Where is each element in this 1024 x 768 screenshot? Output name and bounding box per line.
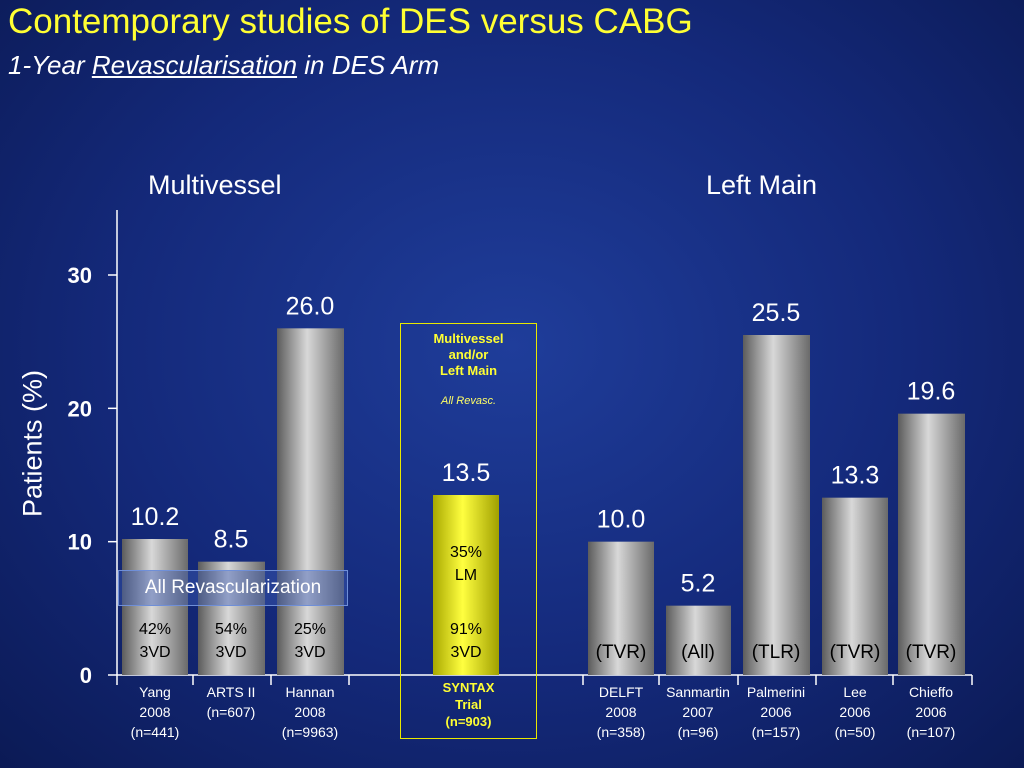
slide-title: Contemporary studies of DES versus CABG [8, 2, 693, 41]
syntax-footer-line: Trial [455, 697, 482, 712]
bar-inner-label: (TVR) [830, 642, 881, 663]
syntax-footer-line: (n=903) [445, 714, 492, 729]
bar-category-label: (n=96) [678, 724, 719, 740]
y-tick-label: 10 [68, 530, 92, 555]
bar-inner-label: 3VD [215, 644, 246, 661]
bar-inner-label: 54% [215, 621, 247, 638]
bar [122, 539, 188, 675]
bar-category-label: 2006 [839, 704, 870, 720]
bar-category-label: Lee [843, 684, 867, 700]
y-tick-label: 0 [80, 663, 92, 688]
syntax-header-line: Multivessel [433, 331, 504, 346]
bar-category-label: DELFT [599, 684, 644, 700]
bar-category-label: 2008 [605, 704, 636, 720]
bar [898, 413, 965, 675]
syntax-header-line: Left Main [439, 363, 498, 378]
syntax-header: Multivessel and/or Left Main [400, 331, 537, 379]
group-label-multivessel: Multivessel [148, 170, 282, 200]
slide-subtitle: 1-Year Revascularisation in DES Arm [8, 50, 439, 81]
all-revascularization-label: All Revascularization [118, 570, 348, 606]
bar-category-label: ARTS II [207, 684, 256, 700]
bar-category-label: Sanmartin [666, 684, 730, 700]
bar-inner-label: LM [455, 567, 477, 584]
bar-category-label: (n=157) [752, 724, 801, 740]
bar-category-label: (n=50) [835, 724, 876, 740]
bar-category-label: (n=107) [907, 724, 956, 740]
bar-value-label: 26.0 [286, 292, 335, 320]
bar [277, 328, 344, 675]
syntax-highlight-box [400, 323, 537, 739]
bar-value-label: 10.0 [597, 506, 646, 534]
bar-category-label: (n=358) [597, 724, 646, 740]
bar-inner-label: (TVR) [596, 642, 647, 663]
bar [198, 561, 265, 675]
syntax-footer-line: SYNTAX [442, 680, 495, 695]
bar-category-label: Chieffo [909, 684, 953, 700]
bar-category-label: 2006 [760, 704, 791, 720]
bar-inner-label: 3VD [139, 644, 170, 661]
bar-inner-label: 3VD [294, 644, 325, 661]
bar-value-label: 25.5 [752, 299, 801, 327]
bar-inner-label: (TLR) [752, 642, 801, 663]
bar [588, 541, 654, 675]
bar-category-label: 2008 [294, 704, 325, 720]
bar-category-label: (n=441) [131, 724, 180, 740]
bar-value-label: 8.5 [214, 526, 249, 554]
bar-inner-label: 25% [294, 621, 326, 638]
bar-inner-label: (TVR) [906, 642, 957, 663]
bar [666, 605, 731, 675]
group-label-left-main: Left Main [706, 170, 818, 200]
bar-category-label: Hannan [285, 684, 334, 700]
subtitle-underlined: Revascularisation [91, 50, 298, 80]
subtitle-prefix: 1-Year [8, 50, 92, 80]
bar-category-label: (n=9963) [282, 724, 338, 740]
bar-value-label: 10.2 [131, 503, 180, 531]
bar-value-label: 13.3 [831, 462, 880, 490]
bar-inner-label: (All) [681, 642, 715, 663]
subtitle-suffix: in DES Arm [297, 50, 440, 80]
bar-category-label: Yang [139, 684, 171, 700]
bar-category-label: (n=607) [207, 704, 256, 720]
bar-category-label: Palmerini [747, 684, 805, 700]
bar-category-label: 2007 [682, 704, 713, 720]
bar-value-label: 13.5 [442, 459, 491, 487]
bar [822, 497, 888, 675]
syntax-note: All Revasc. [440, 395, 497, 407]
bar [743, 335, 810, 675]
bar-value-label: 5.2 [681, 570, 716, 598]
bar-inner-label: 3VD [450, 644, 481, 661]
syntax-header-line: and/or [448, 347, 489, 362]
bar-value-label: 19.6 [907, 378, 956, 406]
syntax-footer: SYNTAX Trial (n=903) [400, 679, 537, 730]
bar [433, 495, 499, 675]
bar-inner-label: 91% [450, 621, 482, 638]
y-tick-label: 20 [68, 396, 92, 421]
bar-category-label: 2006 [915, 704, 946, 720]
bar-category-label: 2008 [139, 704, 170, 720]
bar-inner-label: 35% [450, 544, 482, 561]
y-tick-label: 30 [68, 263, 92, 288]
bar-inner-label: 42% [139, 621, 171, 638]
